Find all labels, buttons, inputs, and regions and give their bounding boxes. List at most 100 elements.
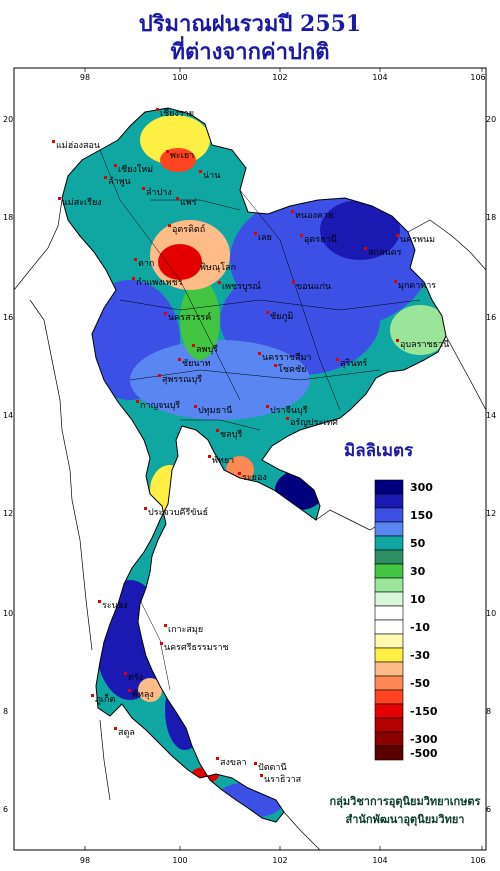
longitude-tick-label: 100 — [172, 856, 187, 865]
station-marker — [168, 224, 171, 227]
station-marker — [114, 164, 117, 167]
latitude-tick-label: 10 — [3, 609, 13, 618]
longitude-labels-top: 98 100 102 104 106 — [80, 73, 486, 82]
station-marker — [194, 405, 197, 408]
station-marker — [176, 197, 179, 200]
legend-value-label: -50 — [410, 677, 430, 690]
station-marker — [291, 210, 294, 213]
city-label: สงขลา — [220, 758, 247, 768]
station-marker — [124, 672, 127, 675]
map-title-line1: ปริมาณฝนรวมปี 2551 — [138, 11, 362, 37]
latitude-labels-left: 20 18 16 14 12 10 8 6 — [3, 115, 13, 814]
city-label: ชัยภูมิ — [270, 311, 293, 322]
legend-swatch — [374, 549, 404, 565]
station-marker — [192, 344, 195, 347]
legend-value-label: -500 — [410, 747, 438, 760]
city-label: สกลนคร — [368, 248, 402, 258]
station-marker — [114, 727, 117, 730]
zone-central-wet — [130, 340, 310, 420]
city-label: พะเยา — [170, 151, 194, 161]
station-marker — [396, 339, 399, 342]
legend-value-label: 50 — [410, 537, 426, 550]
station-marker — [396, 234, 399, 237]
city-label: ลำพูน — [108, 176, 131, 187]
station-marker — [218, 281, 221, 284]
city-labels: เชียงรายแม่ฮ่องสอนพะเยาเชียงใหม่น่านลำพู… — [52, 108, 449, 785]
longitude-labels-bottom: 98 100 102 104 106 — [80, 856, 486, 865]
zone-chiangrai-dry — [140, 115, 210, 165]
latitude-tick-label: 12 — [486, 509, 496, 518]
city-label: เชียงใหม่ — [118, 164, 153, 175]
legend-swatch — [374, 577, 404, 593]
legend-color-bar — [374, 479, 404, 761]
city-label: ระยอง — [242, 473, 267, 483]
station-marker — [336, 358, 339, 361]
station-marker — [286, 417, 289, 420]
station-marker — [254, 232, 257, 235]
station-marker — [164, 624, 167, 627]
latitude-tick-label: 6 — [3, 805, 8, 814]
longitude-tick-label: 104 — [372, 73, 387, 82]
legend-swatch — [374, 479, 404, 495]
city-label: โชคชัย — [278, 364, 306, 375]
city-label: นครสวรรค์ — [168, 311, 211, 323]
city-label: นครราชสีมา — [262, 352, 311, 363]
station-marker — [128, 689, 131, 692]
longitude-tick-label: 102 — [272, 73, 287, 82]
latitude-tick-label: 20 — [486, 115, 496, 124]
legend-swatch — [374, 605, 404, 621]
legend-value-label: 300 — [410, 481, 433, 494]
city-label: แม่ฮ่องสอน — [56, 141, 100, 151]
station-marker — [134, 258, 137, 261]
city-label: เกาะสมุย — [168, 625, 203, 635]
city-label: กำแพงเพชร — [136, 277, 183, 288]
station-marker — [254, 762, 257, 765]
legend-swatch — [374, 675, 404, 691]
credit-line2: สำนักพัฒนาอุตุนิยมวิทยา — [345, 813, 465, 826]
longitude-tick-label: 106 — [470, 856, 485, 865]
latitude-labels-right: 20 18 16 14 12 10 8 6 — [486, 115, 496, 814]
longitude-tick-label: 102 — [272, 856, 287, 865]
legend-swatch — [374, 619, 404, 635]
city-label: ภูเก็ต — [95, 692, 115, 705]
legend-swatch — [374, 633, 404, 649]
cambodia-border-line — [445, 335, 487, 411]
legend-value-label: -30 — [410, 649, 430, 662]
legend-swatch — [374, 521, 404, 537]
legend-swatch — [374, 535, 404, 551]
station-marker — [132, 277, 135, 280]
map-title-line2: ที่ต่างจากค่าปกติ — [170, 39, 330, 65]
station-marker — [144, 507, 147, 510]
city-label: แม่สะเรียง — [62, 197, 102, 208]
latitude-tick-label: 16 — [486, 313, 496, 322]
west-malaysia-coastline — [99, 719, 111, 801]
legend-title: มิลลิเมตร — [344, 441, 414, 461]
city-label: ปทุมธานี — [198, 405, 232, 416]
city-label: ปัตตานี — [258, 762, 287, 773]
station-marker — [394, 280, 397, 283]
legend-value-label: 10 — [410, 593, 426, 606]
city-label: เชียงราย — [160, 108, 194, 119]
station-marker — [292, 281, 295, 284]
legend-swatch — [374, 563, 404, 579]
station-marker — [91, 694, 94, 697]
city-label: เพชรบูรณ์ — [222, 280, 261, 292]
station-marker — [266, 311, 269, 314]
city-label: ชลบุรี — [220, 429, 242, 440]
station-marker — [208, 455, 211, 458]
city-label: อุบลราชธานี — [400, 339, 449, 350]
laos-border-line — [407, 219, 487, 271]
city-label: ปราจีนบุรี — [270, 405, 308, 416]
station-marker — [136, 400, 139, 403]
zone-uttaradit-very-dry — [158, 244, 202, 280]
legend-swatch — [374, 591, 404, 607]
station-marker — [58, 197, 61, 200]
city-label: แพร่ — [180, 198, 197, 208]
station-marker — [156, 108, 159, 111]
city-label: นครพนม — [400, 235, 435, 245]
legend-value-label: -10 — [410, 621, 430, 634]
station-marker — [199, 170, 202, 173]
city-label: ตาก — [138, 259, 154, 269]
zone-phayao-very-dry — [160, 148, 196, 172]
latitude-tick-label: 8 — [486, 707, 491, 716]
